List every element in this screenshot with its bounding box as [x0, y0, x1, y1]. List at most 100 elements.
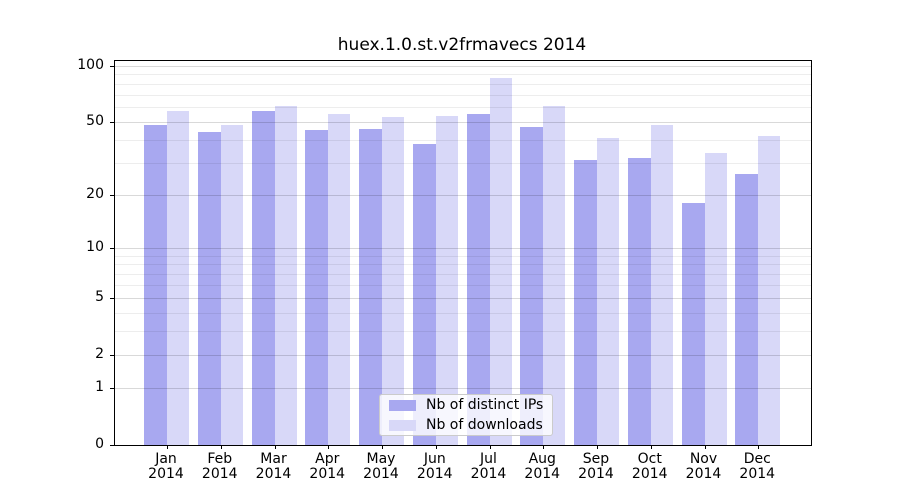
bar-distinct-ips-jun [412, 143, 436, 445]
bar-distinct-ips-feb [197, 132, 221, 445]
gridline-minor [115, 107, 811, 109]
gridline-major [115, 65, 811, 67]
x-tick-label-year: 2014 [309, 466, 346, 482]
plot-area [110, 60, 812, 449]
bar-distinct-ips-oct [627, 157, 651, 445]
y-tick-label: 2 [95, 345, 104, 362]
x-tick [758, 445, 760, 449]
bar-downloads-jan [167, 111, 189, 445]
x-tick-label-year: 2014 [363, 466, 399, 482]
gridline-minor [115, 83, 811, 85]
gridline-minor [115, 274, 811, 276]
x-tick-label-year: 2014 [148, 466, 184, 482]
x-tick [167, 445, 168, 449]
y-tick-label: 100 [77, 56, 104, 73]
bar-distinct-ips-jan [144, 125, 167, 445]
y-tick-label: 20 [86, 185, 104, 202]
x-tick-label-month: Apr [315, 451, 340, 467]
x-tick-label-month: Nov [689, 451, 718, 467]
legend-distinct-ips-swatch [389, 399, 416, 411]
x-tick-label-year: 2014 [470, 466, 507, 482]
y-tick [110, 297, 115, 299]
x-tick-label-year: 2014 [524, 466, 561, 482]
chart-title: huex.1.0.st.v2frmavecs 2014 [337, 35, 587, 55]
gridline-minor [115, 162, 811, 164]
bar-downloads-nov [704, 152, 727, 445]
y-tick-label: 10 [86, 238, 104, 255]
x-tick [274, 445, 276, 449]
x-tick [220, 445, 222, 449]
bar-distinct-ips-dec [735, 174, 759, 445]
bar-downloads-sep [597, 137, 619, 445]
y-tick [110, 388, 115, 390]
x-tick-label-year: 2014 [739, 466, 776, 482]
y-tick-label: 1 [95, 379, 104, 396]
y-tick [110, 354, 115, 356]
x-tick-label-year: 2014 [416, 466, 453, 482]
bar-downloads-aug [543, 105, 566, 445]
x-tick-label-year: 2014 [255, 466, 292, 482]
x-tick-label-month: Sep [582, 451, 610, 467]
x-tick-label-month: May [366, 451, 396, 467]
x-tick [704, 445, 706, 449]
gridline-minor [115, 264, 811, 266]
x-tick-label-month: Aug [528, 451, 556, 467]
y-tick [110, 194, 115, 196]
bar-distinct-ips-aug [520, 126, 544, 445]
y-tick [110, 121, 115, 123]
y-tick [110, 65, 115, 67]
x-tick-label-year: 2014 [578, 466, 614, 482]
gridline-minor [115, 312, 811, 314]
x-tick [382, 445, 383, 449]
gridline-major [115, 121, 811, 123]
bar-downloads-oct [650, 125, 673, 445]
x-tick-label-month: Jan [155, 451, 177, 467]
gridline-minor [115, 331, 811, 333]
x-tick-label-year: 2014 [685, 466, 722, 482]
legend-item-distinct-ips: Nb of distinct IPs [389, 396, 544, 413]
gridline-minor [115, 285, 811, 287]
gridline-minor [115, 74, 811, 76]
legend: Nb of distinct IPs Nb of downloads [379, 394, 554, 436]
y-tick-label: 5 [95, 288, 104, 305]
bar-downloads-jul [489, 77, 512, 445]
bar-downloads-feb [220, 125, 243, 445]
x-tick [328, 445, 330, 449]
x-tick-label-month: Dec [743, 451, 771, 467]
y-tick-label: 50 [86, 112, 104, 129]
x-tick [543, 445, 545, 449]
bar-distinct-ips-jul [466, 114, 490, 445]
bar-downloads-dec [758, 135, 781, 445]
legend-distinct-ips-label: Nb of distinct IPs [426, 396, 544, 413]
legend-downloads-label: Nb of downloads [426, 416, 543, 433]
bar-distinct-ips-nov [681, 202, 705, 445]
bar-distinct-ips-mar [251, 111, 275, 445]
bar-downloads-may [382, 117, 404, 445]
x-tick [597, 445, 598, 449]
x-tick-label-month: Oct [637, 451, 662, 467]
x-tick-label-month: Mar [260, 451, 287, 467]
x-tick [435, 445, 437, 449]
legend-downloads-swatch [389, 419, 416, 431]
bar-downloads-mar [274, 105, 297, 445]
gridline-minor [115, 139, 811, 141]
y-tick [110, 247, 115, 249]
gridline-major [115, 247, 811, 249]
x-tick [489, 445, 491, 449]
y-tick [110, 445, 115, 446]
bar-distinct-ips-apr [305, 130, 329, 445]
gridline-major [115, 354, 811, 356]
bar-distinct-ips-sep [574, 160, 597, 445]
x-tick-label-month: Jun [423, 451, 446, 467]
gridline-major [115, 297, 811, 299]
gridline-minor [115, 255, 811, 257]
x-tick-label-month: Feb [207, 451, 233, 467]
gridline-major [115, 388, 811, 390]
gridline-major [115, 194, 811, 196]
x-tick-label-year: 2014 [201, 466, 238, 482]
bar-downloads-jun [435, 115, 458, 445]
gridline-minor [115, 94, 811, 96]
bar-downloads-apr [328, 114, 351, 445]
x-tick [650, 445, 652, 449]
